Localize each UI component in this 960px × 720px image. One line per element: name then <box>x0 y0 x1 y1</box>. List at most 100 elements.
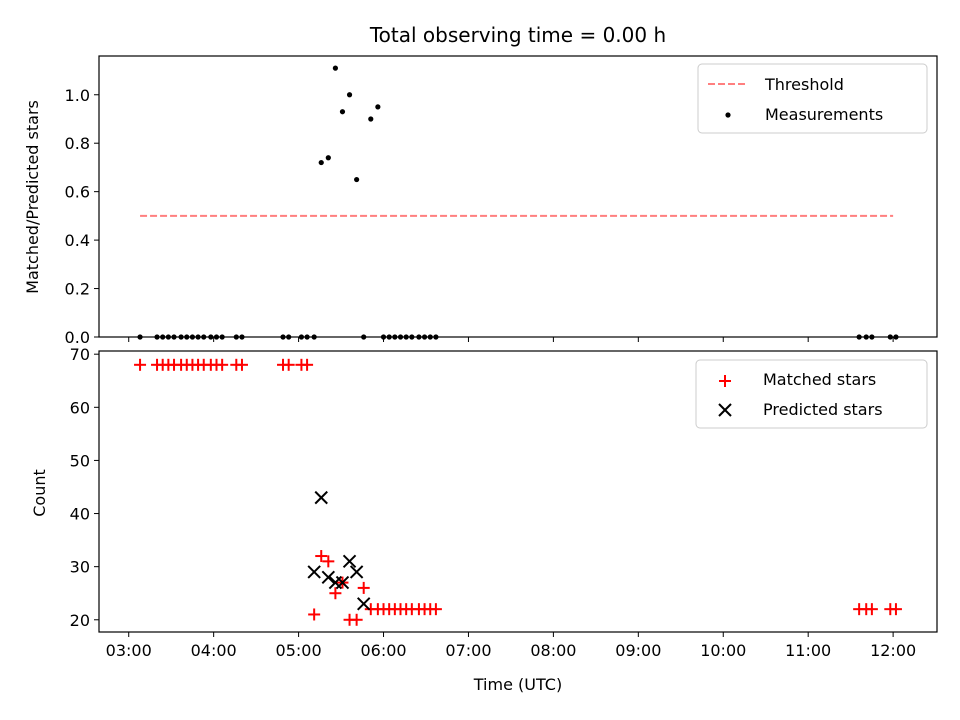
ytick-label: 20 <box>70 611 90 630</box>
measurement-point <box>354 176 360 183</box>
ytick-label: 0.6 <box>65 183 90 202</box>
measurement-point <box>184 334 190 340</box>
chart-title: Total observing time = 0.00 h <box>369 23 666 47</box>
matched-star-point <box>429 603 442 616</box>
legend-threshold-label: Threshold <box>764 75 844 94</box>
bottom-xlabel: Time (UTC) <box>473 675 562 694</box>
predicted-star-point <box>335 575 350 590</box>
matched-star-point <box>329 587 342 600</box>
measurement-point <box>239 334 245 340</box>
axes-frame <box>98 55 938 338</box>
matched-star-point <box>134 358 147 371</box>
xtick-label: 08:00 <box>530 641 576 660</box>
measurement-point <box>368 116 374 122</box>
measurement-point <box>219 334 225 340</box>
matched-star-point <box>357 581 370 594</box>
measurement-point <box>421 334 428 340</box>
legend-predicted-label: Predicted stars <box>763 400 883 419</box>
xtick-label: 11:00 <box>785 641 831 660</box>
bottom-axes: 20 30 40 50 60 70 03:00 04:00 05:00 06:00 07:00 08:… <box>70 345 938 660</box>
xtick-label: 06:00 <box>360 641 406 660</box>
measurement-point <box>280 334 286 340</box>
predicted-star-point <box>349 565 364 579</box>
matched-star-point <box>282 358 295 371</box>
measurement-point <box>137 334 143 340</box>
ytick-label: 50 <box>70 451 90 470</box>
ytick-label: 0.4 <box>65 231 90 250</box>
xtick-label: 12:00 <box>870 641 916 660</box>
legend-predicted-swatch <box>718 403 732 417</box>
measurement-point <box>213 334 220 340</box>
measurement-point <box>856 334 862 340</box>
measurement-point <box>433 334 439 340</box>
matched-star-point <box>889 603 902 616</box>
measurement-point <box>160 334 166 340</box>
predicted-star-point <box>307 565 321 579</box>
bottom-ylabel: Count <box>30 469 49 517</box>
predicted-star-point <box>356 597 371 611</box>
ytick-label: 0.2 <box>65 280 90 299</box>
measurement-point <box>304 334 310 340</box>
measurement-point <box>863 334 869 340</box>
measurement-point <box>171 334 177 340</box>
measurement-point <box>375 104 381 110</box>
measurement-point <box>403 334 409 340</box>
measurement-point <box>233 334 239 340</box>
measurement-point <box>409 334 415 340</box>
measurement-point <box>311 334 317 340</box>
ytick-label: 70 <box>70 345 90 364</box>
legend-measurements-label: Measurements <box>765 105 883 124</box>
measurement-point <box>386 334 392 340</box>
predicted-star-point <box>342 554 357 569</box>
bottom-legend: Matched stars Predicted stars <box>695 359 928 429</box>
measurement-point <box>325 155 331 161</box>
ytick-label: 30 <box>70 558 90 577</box>
measurement-point <box>893 334 899 340</box>
measurement-point <box>165 334 171 340</box>
measurement-point <box>332 65 338 71</box>
measurement-point <box>298 334 305 340</box>
matched-star-point <box>235 358 248 371</box>
matched-star-point <box>322 555 335 568</box>
top-legend: Threshold Measurements <box>697 63 928 134</box>
top-axes: 0.0 0.2 0.4 0.6 0.8 1.0 <box>65 55 938 347</box>
axes-frame <box>98 350 938 633</box>
legend-matched-label: Matched stars <box>763 370 876 389</box>
measurement-point <box>178 334 184 340</box>
top-ylabel: Matched/Predicted stars <box>23 100 42 294</box>
measurement-point <box>887 334 893 340</box>
measurement-point <box>286 334 292 340</box>
measurement-point <box>416 334 422 340</box>
measurement-point <box>154 334 160 340</box>
measurement-point <box>869 334 875 340</box>
xtick-label: 10:00 <box>700 641 746 660</box>
ytick-label: 0.0 <box>65 328 90 347</box>
measurement-point <box>397 334 404 340</box>
xtick-label: 07:00 <box>445 641 491 660</box>
measurement-point <box>189 334 196 340</box>
measurement-point <box>318 159 324 166</box>
measurement-point <box>392 334 398 340</box>
ytick-label: 60 <box>70 398 90 417</box>
measurement-point <box>208 334 214 340</box>
measurement-point <box>201 334 207 340</box>
matched-star-point <box>315 550 328 563</box>
matched-star-point <box>301 358 314 371</box>
xtick-label: 04:00 <box>191 641 237 660</box>
xtick-label: 03:00 <box>106 641 152 660</box>
matched-star-point <box>216 358 229 371</box>
legend-measurements-swatch <box>725 112 731 118</box>
legend-matched-swatch <box>719 375 731 387</box>
measurement-point <box>361 334 367 340</box>
ytick-label: 40 <box>70 505 90 524</box>
matched-star-point <box>350 613 363 626</box>
measurement-point <box>346 92 353 98</box>
predicted-star-point <box>321 570 336 584</box>
predicted-star-point <box>314 490 328 505</box>
measurement-point <box>380 334 387 340</box>
ytick-label: 0.8 <box>65 134 90 153</box>
xtick-label: 09:00 <box>615 641 661 660</box>
measurement-point <box>339 109 346 115</box>
xtick-label: 05:00 <box>276 641 322 660</box>
